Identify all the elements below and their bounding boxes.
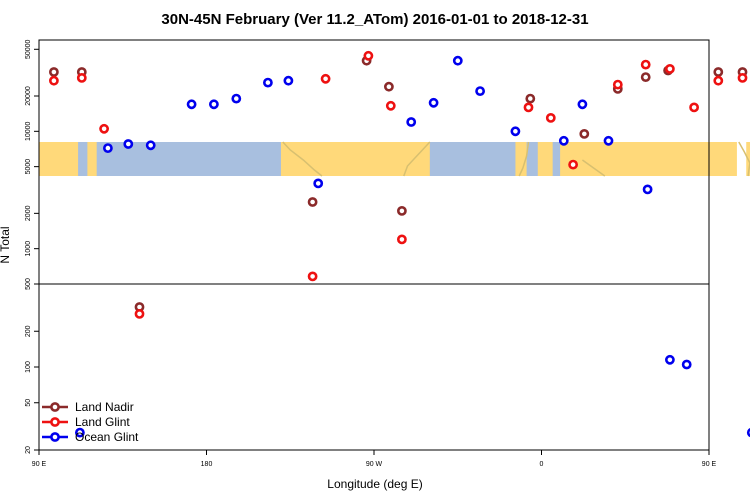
ocean-glint-point [642, 184, 653, 195]
x-axis-label: Longitude (deg E) [327, 477, 422, 491]
land-mass [515, 142, 527, 176]
land-nadir-point [713, 67, 724, 77]
x-tick-label: 90 E [702, 461, 717, 468]
land-glint-point [99, 123, 109, 134]
y-tick-label: 20000 [25, 86, 32, 106]
ocean-glint-point [231, 93, 242, 104]
ocean-glint-point [406, 117, 417, 127]
coastline [738, 141, 750, 177]
land-nadir-point [396, 205, 407, 216]
land-glint-point [713, 75, 724, 86]
ocean-glint-point [123, 139, 134, 149]
y-tick-label: 10000 [25, 121, 32, 141]
land-mass [39, 142, 79, 176]
land-glint-point [363, 50, 374, 61]
chart-title: 30N-45N February (Ver 11.2_ATom) 2016-01… [161, 11, 588, 28]
legend-marker-land-nadir [50, 402, 60, 412]
ocean-glint-point [558, 135, 569, 146]
ocean-glint-point [475, 86, 485, 96]
ocean-glint-point [208, 99, 219, 110]
x-tick-label: 90 W [366, 461, 383, 468]
land-glint-point [307, 271, 318, 282]
y-tick-label: 100 [25, 361, 32, 373]
land-mass [560, 142, 737, 176]
land-glint-point [523, 102, 534, 113]
plot-frame [38, 39, 710, 451]
ocean-glint-point [577, 99, 588, 110]
land-glint-point [49, 75, 59, 86]
ocean-glint-point [103, 143, 113, 153]
x-tick-label: 180 [201, 461, 213, 468]
ocean-glint-point [186, 99, 197, 110]
x-tick-label: 0 [540, 461, 544, 468]
land-nadir-point [525, 93, 536, 104]
data-points [49, 50, 750, 438]
ocean-glint-point [665, 354, 675, 365]
ocean-glint-point [145, 140, 156, 151]
legend-label-land-nadir: Land Nadir [75, 400, 134, 414]
land-glint-point [320, 73, 331, 84]
land-nadir-point [307, 197, 318, 207]
y-tick-label: 5000 [25, 159, 32, 175]
land-glint-point [396, 234, 407, 245]
ocean-glint-point [452, 55, 463, 66]
x-tick-label: 90 E [32, 461, 47, 468]
coastline [518, 141, 530, 177]
y-tick-label: 200 [25, 325, 32, 337]
land-nadir-point [579, 128, 590, 139]
ocean-glint-point [681, 359, 692, 370]
ocean-glint-point [262, 77, 273, 88]
land-glint-point [737, 73, 748, 83]
y-tick-label: 2000 [25, 205, 32, 221]
ocean-glint-point [283, 75, 294, 86]
ocean-glint-point [75, 427, 85, 438]
ocean-glint-point [428, 97, 439, 108]
land-glint-point [640, 59, 651, 70]
coastline [581, 159, 606, 177]
land-glint-point [568, 159, 578, 170]
ocean-glint-point [510, 126, 521, 137]
land-glint-point [665, 64, 675, 74]
land-nadir-point [383, 81, 394, 92]
y-tick-label: 50 [25, 399, 32, 407]
world-map-band [39, 141, 750, 177]
y-axis-lower: 20 50 100 200 [25, 325, 39, 454]
land-glint-point [385, 100, 396, 111]
land-mass [87, 142, 97, 176]
y-tick-label: 500 [25, 278, 32, 290]
land-nadir-point [640, 72, 651, 82]
land-mass [537, 142, 553, 176]
legend-label-ocean-glint: Ocean Glint [75, 430, 139, 444]
land-glint-point [134, 308, 145, 319]
legend-marker-ocean-glint [50, 432, 60, 442]
ocean-glint-point [603, 135, 614, 146]
land-glint-point [612, 79, 623, 90]
coastline [282, 141, 323, 177]
land-glint-point [689, 102, 699, 113]
coastline [403, 141, 431, 177]
legend-marker-land-glint [50, 417, 60, 427]
land-nadir-point [49, 67, 59, 77]
y-tick-label: 50000 [25, 39, 32, 59]
land-glint-point [545, 113, 556, 123]
ocean-glint-point [313, 178, 324, 189]
land-mass [280, 142, 430, 176]
y-axis-upper: 500 1000 2000 5000 10000 20000 50000 [25, 39, 39, 290]
y-axis-label: N Total [0, 226, 12, 263]
y-tick-label: 1000 [25, 241, 32, 257]
legend-label-land-glint: Land Glint [75, 415, 130, 429]
land-glint-point [76, 73, 87, 83]
y-tick-label: 20 [25, 446, 32, 454]
